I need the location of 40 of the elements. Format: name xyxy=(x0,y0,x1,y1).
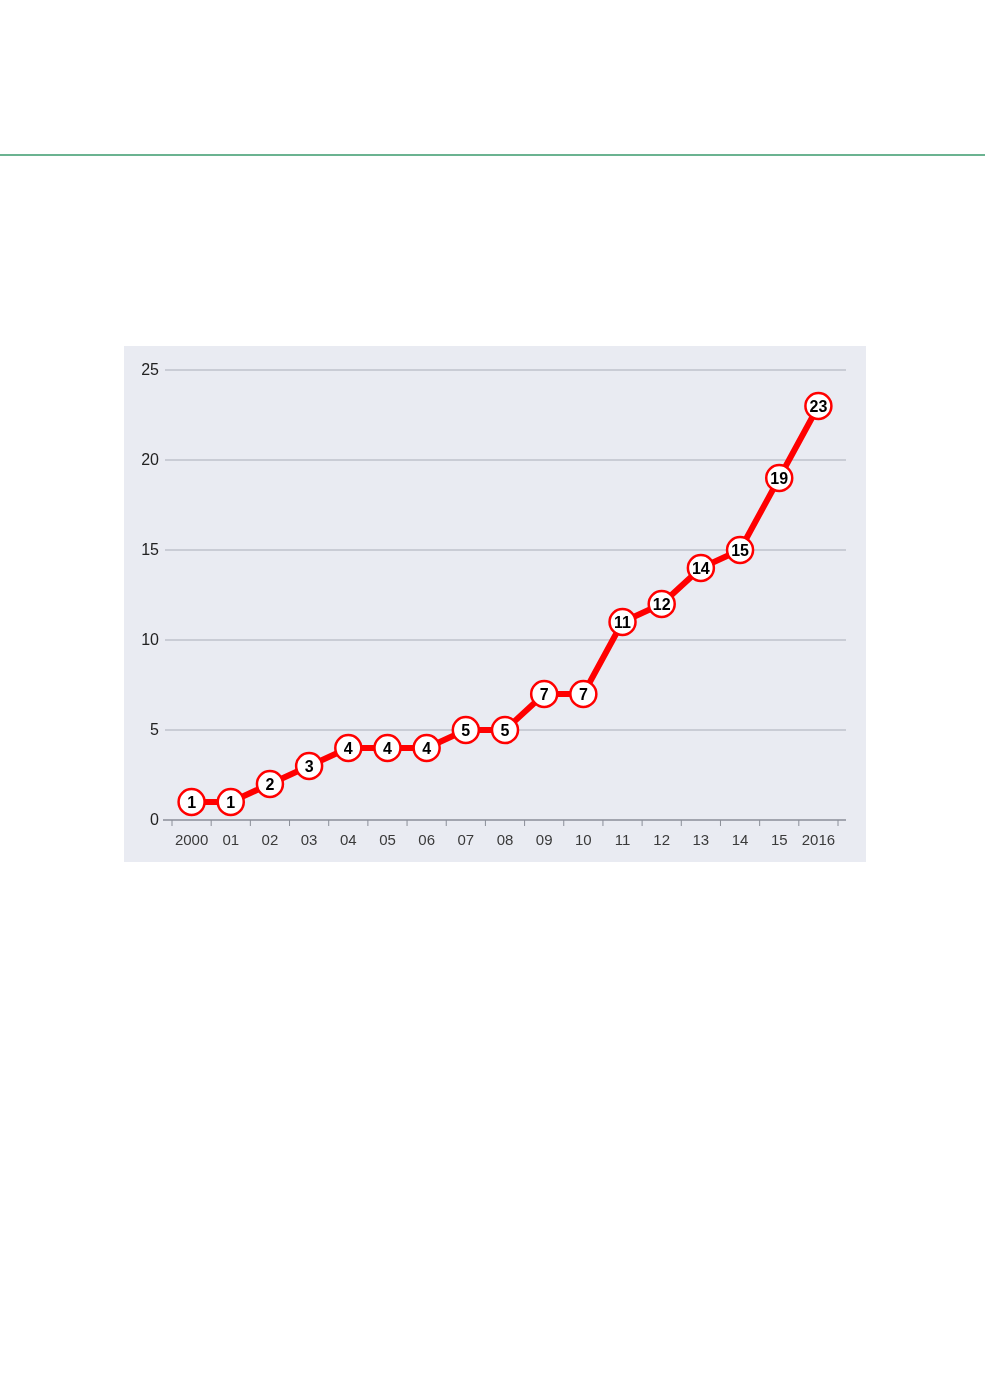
x-tick-label: 09 xyxy=(535,831,553,848)
y-tick-label: 5 xyxy=(150,721,160,738)
x-tick-label: 06 xyxy=(418,831,435,848)
data-label: 7 xyxy=(578,686,588,703)
y-tick-label: 10 xyxy=(141,631,160,648)
x-tick-label: 02 xyxy=(261,831,279,848)
data-label: 11 xyxy=(614,614,632,631)
x-tick-label: 15 xyxy=(770,831,788,848)
data-label: 5 xyxy=(461,722,471,739)
y-tick-label: 20 xyxy=(141,451,160,468)
data-label: 15 xyxy=(731,542,750,559)
data-label: 2 xyxy=(265,776,275,793)
data-label: 4 xyxy=(343,740,353,757)
x-tick-label: 07 xyxy=(457,831,475,848)
x-tick-label: 08 xyxy=(496,831,514,848)
x-tick-label: 03 xyxy=(300,831,318,848)
y-tick-label: 0 xyxy=(150,811,160,828)
data-label: 12 xyxy=(652,596,671,613)
y-tick-label: 25 xyxy=(141,361,160,378)
y-tick-label: 15 xyxy=(141,541,160,558)
x-tick-label: 2000 xyxy=(174,831,209,848)
data-label: 14 xyxy=(691,560,710,577)
data-label: 5 xyxy=(500,722,510,739)
data-label: 23 xyxy=(809,398,828,415)
x-tick-label: 11 xyxy=(614,831,631,848)
data-label: 19 xyxy=(770,470,789,487)
data-label: 3 xyxy=(304,758,314,775)
x-tick-label: 14 xyxy=(731,831,749,848)
x-tick-label: 13 xyxy=(692,831,710,848)
data-label: 4 xyxy=(422,740,432,757)
x-tick-label: 01 xyxy=(222,831,240,848)
data-label: 7 xyxy=(539,686,549,703)
x-tick-label: 04 xyxy=(339,831,357,848)
data-label: 1 xyxy=(226,794,236,811)
x-tick-label: 05 xyxy=(379,831,396,848)
x-tick-label: 10 xyxy=(575,831,592,848)
data-label: 4 xyxy=(383,740,393,757)
x-tick-label: 2016 xyxy=(801,831,836,848)
x-tick-label: 12 xyxy=(653,831,671,848)
data-label: 1 xyxy=(187,794,197,811)
